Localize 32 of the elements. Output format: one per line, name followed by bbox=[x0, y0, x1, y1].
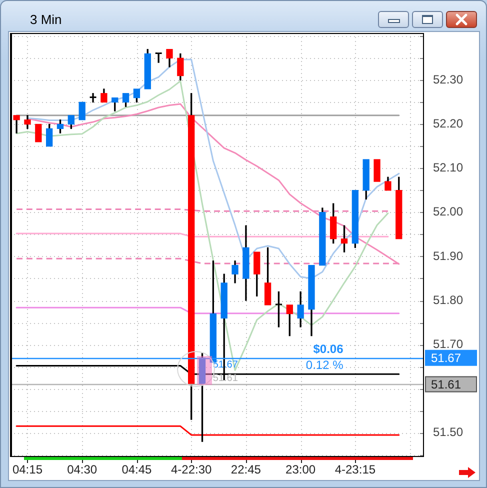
y-tick-label: 51.80 bbox=[433, 292, 464, 307]
annotation: $0.06 bbox=[313, 342, 344, 356]
x-tick-label: 04:15 bbox=[12, 462, 43, 477]
ref-line-label: 51.67 bbox=[431, 351, 462, 366]
y-tick-label: 51.90 bbox=[433, 248, 464, 263]
x-tick-label: 23:00 bbox=[286, 462, 316, 477]
x-tick-label: 4-22:30 bbox=[170, 462, 212, 477]
y-tick-label: 52.10 bbox=[433, 160, 464, 175]
candlestick bbox=[297, 291, 304, 328]
x-tick-label: 04:45 bbox=[122, 462, 152, 477]
candlestick bbox=[100, 88, 108, 103]
annotation: 0.12 % bbox=[306, 358, 344, 372]
chart-title: 3 Min bbox=[30, 12, 62, 28]
candlestick bbox=[24, 115, 31, 129]
y-tick-label: 52.20 bbox=[433, 116, 464, 131]
ref-line-label: 51.61 bbox=[431, 378, 462, 392]
candlestick bbox=[78, 102, 86, 120]
x-tick-label: 22:45 bbox=[230, 462, 262, 477]
candlestick bbox=[242, 225, 250, 301]
annotation: 51.61 bbox=[212, 373, 238, 384]
x-tick-label: 04:30 bbox=[67, 462, 98, 477]
candlestick bbox=[384, 176, 392, 191]
candlestick bbox=[166, 48, 173, 68]
candlestick bbox=[232, 260, 238, 284]
y-tick-label: 51.70 bbox=[433, 336, 464, 351]
x-tick-label: 4-23:15 bbox=[334, 462, 376, 477]
y-tick-label: 52.30 bbox=[433, 72, 464, 86]
y-tick-label: 51.50 bbox=[433, 425, 464, 440]
candlestick bbox=[374, 159, 380, 182]
y-tick-label: 52.00 bbox=[433, 204, 464, 219]
candlestick bbox=[35, 124, 42, 142]
candlestick bbox=[308, 264, 315, 336]
